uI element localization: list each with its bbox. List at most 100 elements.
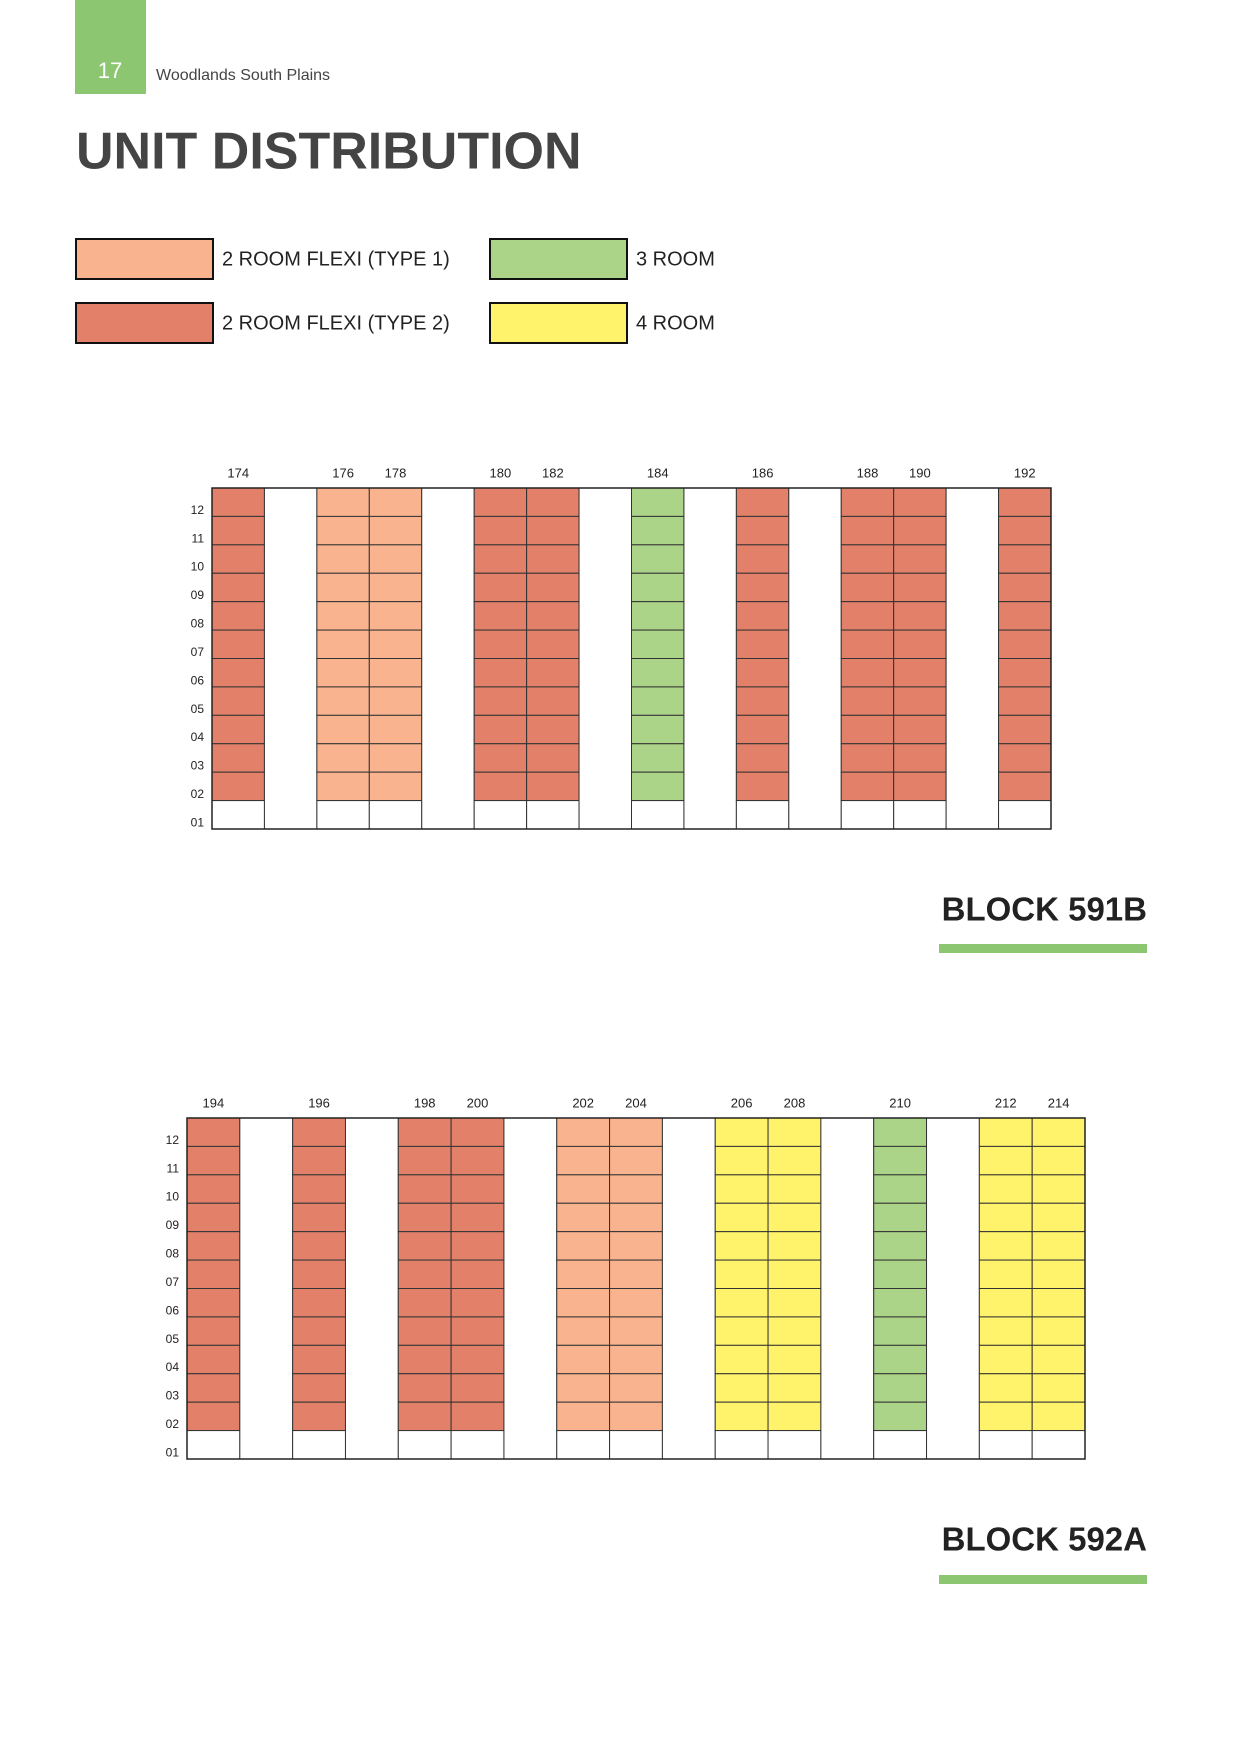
unit-cell [450,1145,505,1176]
unit-cell [1031,1117,1086,1147]
floor-label: 12 [166,1133,180,1147]
unit-cell [211,658,265,688]
unit-cell [609,1344,663,1375]
unit-cell [631,515,685,546]
unit-cell [998,714,1052,745]
unit-cell [316,800,370,830]
unit-cell [450,1117,505,1147]
unit-cell [368,487,423,517]
unit-label: 186 [752,465,774,480]
unit-cell [368,629,423,659]
unit-cell [767,1401,822,1432]
unit-cell [526,487,580,517]
floor-label: 06 [166,1303,180,1317]
unit-cell [978,1344,1033,1375]
unit-cell [556,1145,611,1176]
unit-cell [873,1117,928,1147]
floor-label: 10 [191,560,205,574]
unit-cell [998,629,1052,659]
unit-cell [292,1231,346,1261]
unit-cell [998,771,1052,802]
unit-cell [714,1231,769,1261]
unit-cell [368,658,423,688]
unit-cell [556,1344,611,1375]
unit-cell [609,1259,663,1290]
unit-cell [397,1430,452,1460]
unit-cell [767,1174,822,1204]
unit-label: 182 [542,465,564,480]
unit-cell [526,601,580,631]
unit-cell [978,1430,1033,1460]
unit-cell [316,572,370,603]
unit-label: 210 [889,1095,911,1110]
unit-cell [186,1174,241,1204]
unit-cell [978,1174,1033,1204]
unit-cell [609,1401,663,1432]
unit-cell [631,743,685,773]
unit-label: 178 [385,465,407,480]
unit-cell [211,544,265,574]
unit-cell [767,1117,822,1147]
unit-cell [714,1145,769,1176]
gap-column [661,1117,716,1460]
unit-cell [556,1430,611,1460]
gap-column [344,1117,399,1460]
unit-label: 192 [1014,465,1036,480]
unit-cell [714,1174,769,1204]
unit-cell [526,515,580,546]
unit-cell [450,1344,505,1375]
unit-label: 190 [909,465,931,480]
unit-cell [316,771,370,802]
floor-label: 02 [166,1417,180,1431]
unit-cell [998,515,1052,546]
unit-cell [316,743,370,773]
unit-cell [556,1259,611,1290]
unit-cell [526,714,580,745]
unit-cell [767,1145,822,1176]
unit-cell [368,515,423,546]
unit-cell [840,658,895,688]
floor-label: 04 [166,1360,180,1374]
floor-label: 07 [191,645,205,659]
legend-swatch [489,302,628,344]
unit-cell [631,572,685,603]
unit-cell [978,1231,1033,1261]
unit-cell [473,544,528,574]
unit-cell [368,686,423,716]
unit-cell [450,1231,505,1261]
unit-cell [631,544,685,574]
unit-cell [735,714,790,745]
unit-cell [735,544,790,574]
unit-cell [609,1145,663,1176]
floor-label: 03 [191,759,205,773]
unit-cell [450,1202,505,1233]
unit-cell [186,1373,241,1403]
unit-cell [978,1259,1033,1290]
gap-column [239,1117,294,1460]
unit-cell [397,1145,452,1176]
unit-cell [978,1373,1033,1403]
unit-cell [292,1117,346,1147]
page-title: UNIT DISTRIBUTION [76,123,582,181]
unit-cell [767,1259,822,1290]
unit-cell [998,743,1052,773]
unit-cell [292,1174,346,1204]
unit-cell [397,1259,452,1290]
unit-cell [714,1288,769,1318]
unit-cell [1031,1202,1086,1233]
unit-cell [840,487,895,517]
unit-cell [368,800,423,830]
unit-cell [473,601,528,631]
unit-cell [368,572,423,603]
unit-label: 180 [490,465,512,480]
unit-cell [714,1259,769,1290]
unit-cell [473,743,528,773]
unit-label: 176 [332,465,354,480]
unit-cell [368,601,423,631]
unit-cell [450,1259,505,1290]
unit-cell [873,1174,928,1204]
unit-cell [186,1401,241,1432]
unit-cell [1031,1401,1086,1432]
unit-cell [893,544,947,574]
unit-cell [556,1316,611,1346]
